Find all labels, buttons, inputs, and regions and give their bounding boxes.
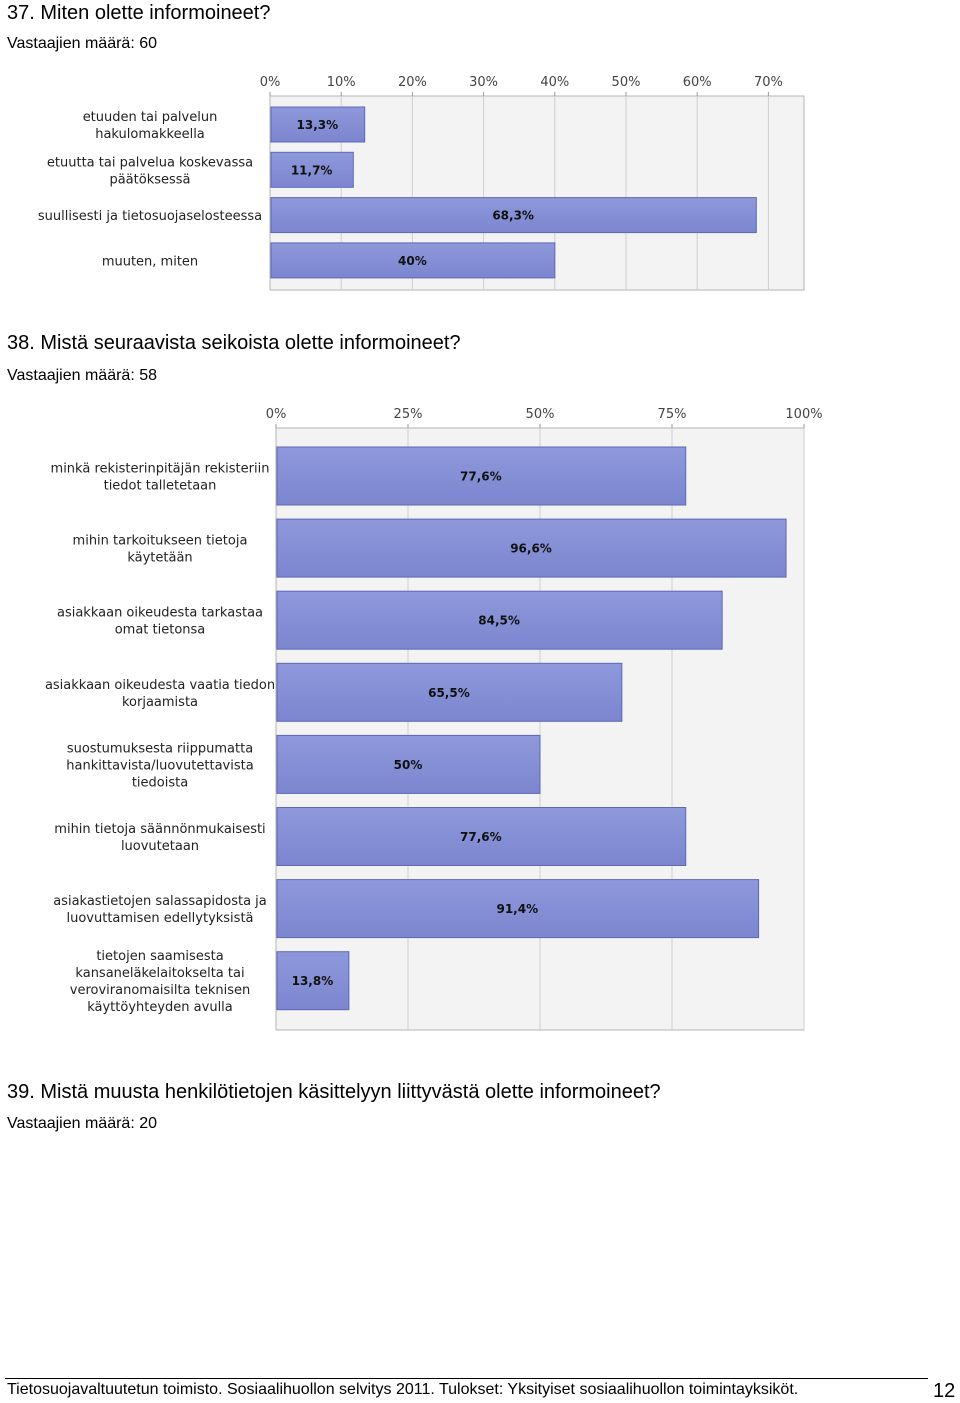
x-tick-label: 50% [526,407,555,422]
bar [276,734,541,794]
category-label: mihin tietoja säännönmukaisesti luovuteta… [54,822,265,854]
category-label: tietojen saamisesta kansaneläkelaitokselt… [70,949,250,1015]
category-label: asiakkaan oikeudesta tarkastaa omat tieto… [57,606,263,638]
category-label: etuuden tai palvelun hakulomakkeella [83,110,218,142]
bar-data-label: 13,3% [297,118,339,132]
bar [270,197,757,234]
bar-data-label: 11,7% [291,163,333,177]
question-39-respondents: Vastaajien määrä: 20 [7,1115,158,1132]
category-label: minkä rekisterinpitäjän rekisteriin tiedo… [51,462,270,494]
bar [270,151,354,188]
question-38-respondents: Vastaajien määrä: 58 [7,367,158,384]
bar-data-label: 68,3% [492,209,534,223]
bar-data-label: 40% [398,254,427,268]
x-tick-label: 30% [469,75,498,90]
x-tick-label: 60% [683,75,712,90]
x-tick-label: 75% [658,407,687,422]
bar-data-label: 96,6% [510,542,552,556]
category-label: suostumuksesta riippumatta hankittavista/… [66,741,253,790]
bar [276,590,723,650]
x-tick-label: 0% [260,75,281,90]
bar [270,106,366,143]
bar-data-label: 84,5% [478,614,520,628]
category-label: asiakkaan oikeudesta vaatia tiedon korjaa… [45,678,275,710]
x-tick-label: 0% [266,407,287,422]
x-tick-label: 70% [754,75,783,90]
category-label: muuten, miten [102,254,198,269]
bar-data-label: 65,5% [428,686,470,700]
x-tick-label: 100% [785,407,822,422]
x-tick-label: 50% [612,75,641,90]
chart-q37: 0% 10% 20% 30% 40% 50% 60% 70% 13,3% etuuden tai … [38,75,805,291]
bar [276,879,760,939]
x-tick-label: 20% [398,75,427,90]
bar-data-label: 50% [394,758,423,772]
x-tick-label: 10% [327,75,356,90]
bar [276,951,350,1011]
x-tick-label: 40% [540,75,569,90]
category-label: mihin tarkoitukseen tietoja käytetään [73,534,248,566]
footer-text: Tietosuojavaltuutetun toimisto. Sosiaali… [7,1381,799,1398]
bar-data-label: 77,6% [460,470,502,484]
category-label: asiakastietojen salassapidosta ja luovutt… [53,894,267,926]
question-37-title: 37. Miten olette informoineet? [7,2,271,24]
bar [276,662,623,722]
page-number: 12 [933,1380,956,1402]
bar [270,242,556,279]
question-38-title: 38. Mistä seuraavista seikoista olette i… [7,332,461,354]
category-label: suullisesti ja tietosuojaselosteessa [38,209,262,224]
x-tick-label: 25% [394,407,423,422]
bar [276,518,787,578]
bar [276,807,687,866]
question-39-title: 39. Mistä muusta henkilötietojen käsitte… [7,1081,661,1103]
bar-data-label: 77,6% [460,830,502,844]
bar [276,446,687,506]
chart-q38: 0% 25% 50% 75% 100% 77,6% minkä rekisterinpitä… [45,407,823,1031]
footer-divider [5,1378,928,1379]
bar-data-label: 91,4% [496,902,538,916]
bar-data-label: 13,8% [292,974,334,988]
category-label: etuutta tai palvelua koskevassa päätökses… [47,155,253,187]
question-37-respondents: Vastaajien määrä: 60 [7,35,158,52]
